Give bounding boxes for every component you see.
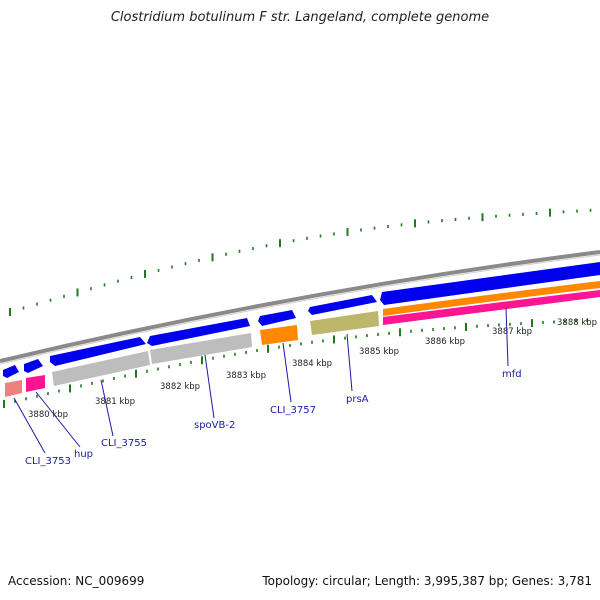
gene-label[interactable]: mfd xyxy=(502,369,522,380)
cds-arrow[interactable] xyxy=(24,359,43,373)
magenta-feature[interactable] xyxy=(26,375,45,392)
pink-feature[interactable] xyxy=(5,380,22,397)
kbp-label: 3880 kbp xyxy=(28,410,68,420)
forward-cds-track[interactable] xyxy=(3,262,600,378)
gene-callouts xyxy=(13,307,509,454)
genome-backbone xyxy=(0,250,600,363)
map-title: Clostridium botulinum F str. Langeland, … xyxy=(110,10,490,25)
kbp-label: 3886 kbp xyxy=(425,337,465,347)
cds-arrow[interactable] xyxy=(258,310,296,326)
cds-arrow[interactable] xyxy=(3,365,19,378)
olive-feature[interactable] xyxy=(310,311,379,335)
kbp-label: 3885 kbp xyxy=(359,347,399,357)
orange-feature[interactable] xyxy=(260,325,298,345)
gene-label[interactable]: spoVB-2 xyxy=(194,420,235,431)
gene-label[interactable]: CLI_3755 xyxy=(101,438,147,449)
kbp-label: 3883 kbp xyxy=(226,371,266,381)
grey-feature[interactable] xyxy=(52,351,150,386)
kbp-label: 3884 kbp xyxy=(292,359,332,369)
gene-label[interactable]: CLI_3753 xyxy=(25,456,71,467)
kbp-label: 3888 kbp xyxy=(557,318,597,328)
orange-band[interactable] xyxy=(383,281,600,316)
cds-arrow[interactable] xyxy=(50,337,146,366)
gene-label[interactable]: hup xyxy=(74,449,93,460)
cds-arrow[interactable] xyxy=(380,262,600,305)
accession-text: Accession: NC_009699 xyxy=(8,574,145,588)
genome-summary-text: Topology: circular; Length: 3,995,387 bp… xyxy=(262,574,592,588)
gene-label[interactable]: prsA xyxy=(346,394,369,405)
kbp-label: 3881 kbp xyxy=(95,397,135,407)
cds-arrow[interactable] xyxy=(308,295,377,315)
magenta-band[interactable] xyxy=(383,290,600,325)
gene-labels: CLI_3753 hup CLI_3755 spoVB-2 CLI_3757 p… xyxy=(25,369,522,467)
kbp-scale: 3880 kbp 3881 kbp 3882 kbp 3883 kbp 3884… xyxy=(28,318,597,420)
inner-tick-row xyxy=(3,318,588,408)
feature-track[interactable] xyxy=(5,281,600,397)
gene-label[interactable]: CLI_3757 xyxy=(270,405,316,416)
kbp-label: 3887 kbp xyxy=(492,327,532,337)
cds-arrow[interactable] xyxy=(147,318,250,346)
kbp-label: 3882 kbp xyxy=(160,382,200,392)
grey-feature[interactable] xyxy=(150,333,252,364)
outer-tick-row xyxy=(9,208,592,316)
